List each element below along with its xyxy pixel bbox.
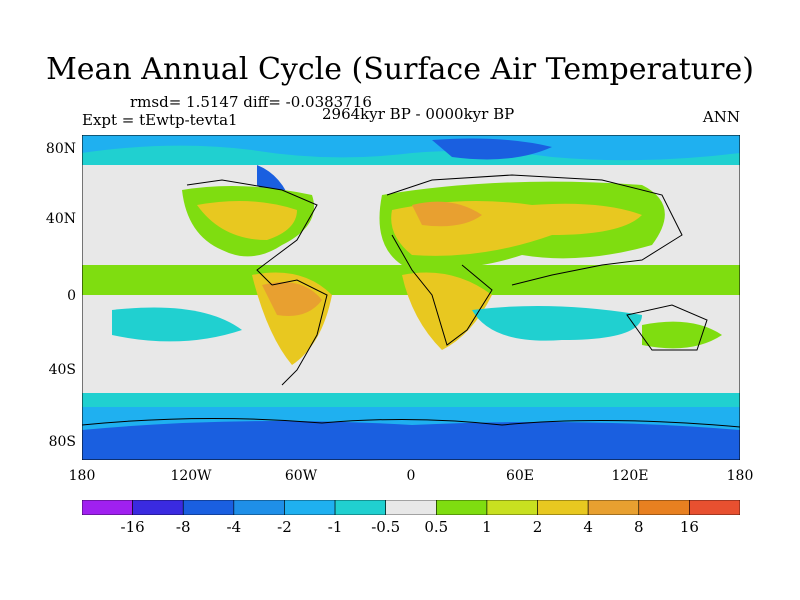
colorbar-label: 0.5 [424,518,449,536]
colorbar-label: -8 [175,518,191,536]
colorbar-label: 2 [532,518,543,536]
south-pacific-cool [112,307,242,342]
antarctica-coastline [82,417,740,428]
colorbar-label: -4 [226,518,242,536]
colorbar-label: 1 [482,518,492,536]
colorbar-swatch [385,500,437,515]
colorbar-swatch [587,500,640,515]
colorbar-label: -16 [120,518,145,536]
north-america-gold [197,201,297,240]
africa-warm [402,272,492,350]
x-tick-120e: 120E [611,468,649,484]
africa-coastline [391,234,493,346]
colorbar-swatch [132,500,184,515]
x-tick-180w: 180 [68,468,96,484]
colorbar-swatch [82,500,133,515]
season-label: ANN [702,108,740,126]
australia-coastline [626,304,708,351]
y-tick-0: 0 [67,288,76,304]
colorbar-swatch [284,500,336,515]
colorbar-label: -2 [277,518,292,536]
colorbar-label: 8 [633,518,644,536]
x-tick-180e: 180 [726,468,754,484]
colorbar-swatch [638,500,690,515]
chart-title: Mean Annual Cycle (Surface Air Temperatu… [46,52,754,87]
colorbar-label: 16 [679,518,699,536]
temperature-map [82,135,740,460]
australia-warm [642,321,722,349]
colorbar-swatch [233,500,285,515]
sahara-orange [412,201,482,227]
x-tick-0: 0 [406,468,416,484]
experiment-label: Expt = tEwtp-tevta1 [82,111,238,129]
colorbar [82,500,740,515]
indian-ocean-cool [472,306,642,341]
colorbar-swatch [537,500,589,515]
colorbar-label: -0.5 [371,518,401,536]
x-tick-120w: 120W [170,468,212,484]
colorbar-swatch [436,500,488,515]
period-label: 2964kyr BP - 0000kyr BP [322,105,515,123]
y-tick-80n: 80N [45,141,76,157]
eurasia-coastline [386,174,683,286]
amazon-orange [262,282,322,316]
y-tick-80s: 80S [48,434,76,450]
north-america-coastline [186,179,318,286]
colorbar-label: -1 [327,518,343,536]
y-tick-40s: 40S [48,362,76,378]
colorbar-swatch [182,500,235,515]
stats-line: rmsd= 1.5147 diff= -0.0383716 [130,93,372,111]
x-tick-60w: 60W [284,468,318,484]
arctic-cold-band [82,135,740,161]
colorbar-label: 4 [583,518,593,536]
south-america-coastline [271,279,328,386]
x-tick-60e: 60E [505,468,535,484]
y-tick-40n: 40N [45,211,76,227]
colorbar-swatch [689,500,740,515]
arctic-deep-cool-patch [432,138,552,160]
colorbar-swatch [334,500,386,515]
colorbar-swatch [486,500,538,515]
antarctic-strong-cool [82,421,740,460]
